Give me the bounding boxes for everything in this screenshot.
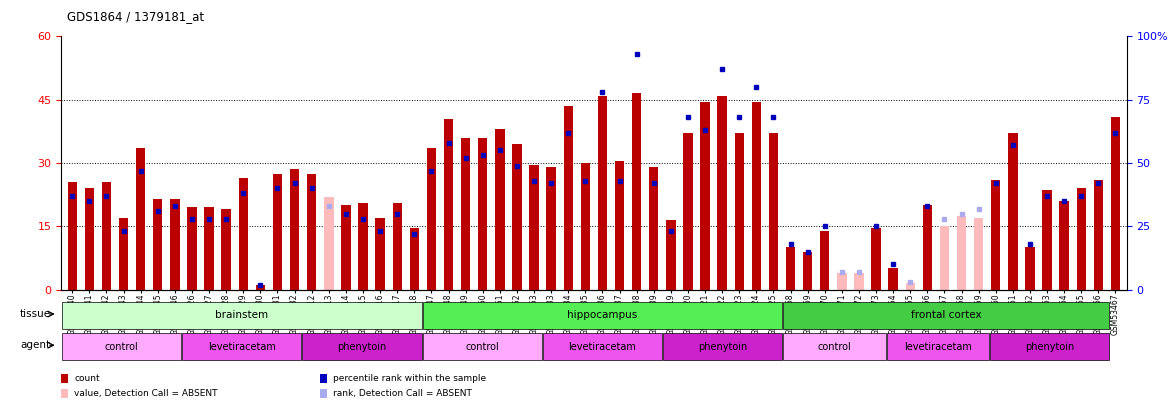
Bar: [239, 178, 248, 290]
Bar: [717, 96, 727, 290]
Bar: [666, 220, 675, 290]
Bar: [990, 333, 1109, 360]
Text: agent: agent: [20, 340, 51, 350]
Bar: [461, 138, 470, 290]
Bar: [683, 134, 693, 290]
Bar: [495, 129, 505, 290]
Bar: [906, 283, 915, 290]
Bar: [871, 228, 881, 290]
Bar: [923, 205, 933, 290]
Bar: [422, 302, 782, 329]
Bar: [783, 302, 1109, 329]
Bar: [221, 209, 230, 290]
Text: percentile rank within the sample: percentile rank within the sample: [333, 374, 486, 383]
Bar: [649, 167, 659, 290]
Bar: [255, 286, 265, 290]
Bar: [803, 252, 813, 290]
Text: brainstem: brainstem: [215, 311, 268, 320]
Bar: [85, 188, 94, 290]
Text: rank, Detection Call = ABSENT: rank, Detection Call = ABSENT: [333, 389, 472, 398]
Bar: [563, 106, 573, 290]
Bar: [837, 273, 847, 290]
Bar: [187, 207, 196, 290]
Text: phenytoin: phenytoin: [338, 342, 387, 352]
Bar: [751, 102, 761, 290]
Bar: [783, 333, 886, 360]
Bar: [102, 182, 112, 290]
Text: control: control: [466, 342, 499, 352]
Bar: [409, 228, 419, 290]
Bar: [477, 138, 487, 290]
Bar: [153, 199, 162, 290]
Bar: [205, 207, 214, 290]
Bar: [615, 161, 624, 290]
Bar: [957, 216, 967, 290]
Bar: [307, 174, 316, 290]
Bar: [182, 333, 301, 360]
Bar: [302, 333, 421, 360]
Bar: [701, 102, 710, 290]
Text: phenytoin: phenytoin: [699, 342, 748, 352]
Text: GDS1864 / 1379181_at: GDS1864 / 1379181_at: [67, 10, 205, 23]
Text: control: control: [105, 342, 138, 352]
Bar: [1042, 190, 1051, 290]
Bar: [443, 119, 453, 290]
Bar: [820, 230, 829, 290]
Bar: [547, 167, 556, 290]
Bar: [974, 218, 983, 290]
Bar: [769, 134, 779, 290]
Bar: [735, 134, 744, 290]
Bar: [1008, 134, 1017, 290]
Bar: [375, 218, 385, 290]
Bar: [1025, 247, 1035, 290]
Text: frontal cortex: frontal cortex: [911, 311, 982, 320]
Bar: [854, 273, 863, 290]
Bar: [529, 165, 539, 290]
Text: count: count: [74, 374, 100, 383]
Bar: [61, 333, 181, 360]
Text: hippocampus: hippocampus: [567, 311, 637, 320]
Bar: [325, 197, 334, 290]
Text: value, Detection Call = ABSENT: value, Detection Call = ABSENT: [74, 389, 218, 398]
Bar: [663, 333, 782, 360]
Bar: [341, 205, 350, 290]
Bar: [888, 269, 897, 290]
Bar: [632, 94, 641, 290]
Text: tissue: tissue: [20, 309, 51, 319]
Bar: [940, 226, 949, 290]
Bar: [359, 203, 368, 290]
Text: control: control: [817, 342, 851, 352]
Bar: [887, 333, 989, 360]
Bar: [597, 96, 607, 290]
Text: levetiracetam: levetiracetam: [568, 342, 636, 352]
Bar: [427, 148, 436, 290]
Bar: [1060, 201, 1069, 290]
Bar: [543, 333, 662, 360]
Bar: [1076, 188, 1085, 290]
Text: levetiracetam: levetiracetam: [903, 342, 971, 352]
Bar: [171, 199, 180, 290]
Bar: [119, 218, 128, 290]
Bar: [1111, 117, 1121, 290]
Bar: [273, 174, 282, 290]
Bar: [393, 203, 402, 290]
Bar: [422, 333, 542, 360]
Bar: [786, 247, 795, 290]
Bar: [67, 182, 76, 290]
Bar: [991, 180, 1001, 290]
Bar: [513, 144, 522, 290]
Bar: [581, 163, 590, 290]
Text: phenytoin: phenytoin: [1024, 342, 1074, 352]
Text: levetiracetam: levetiracetam: [208, 342, 275, 352]
Bar: [61, 302, 421, 329]
Bar: [1094, 180, 1103, 290]
Bar: [136, 148, 146, 290]
Bar: [290, 169, 300, 290]
